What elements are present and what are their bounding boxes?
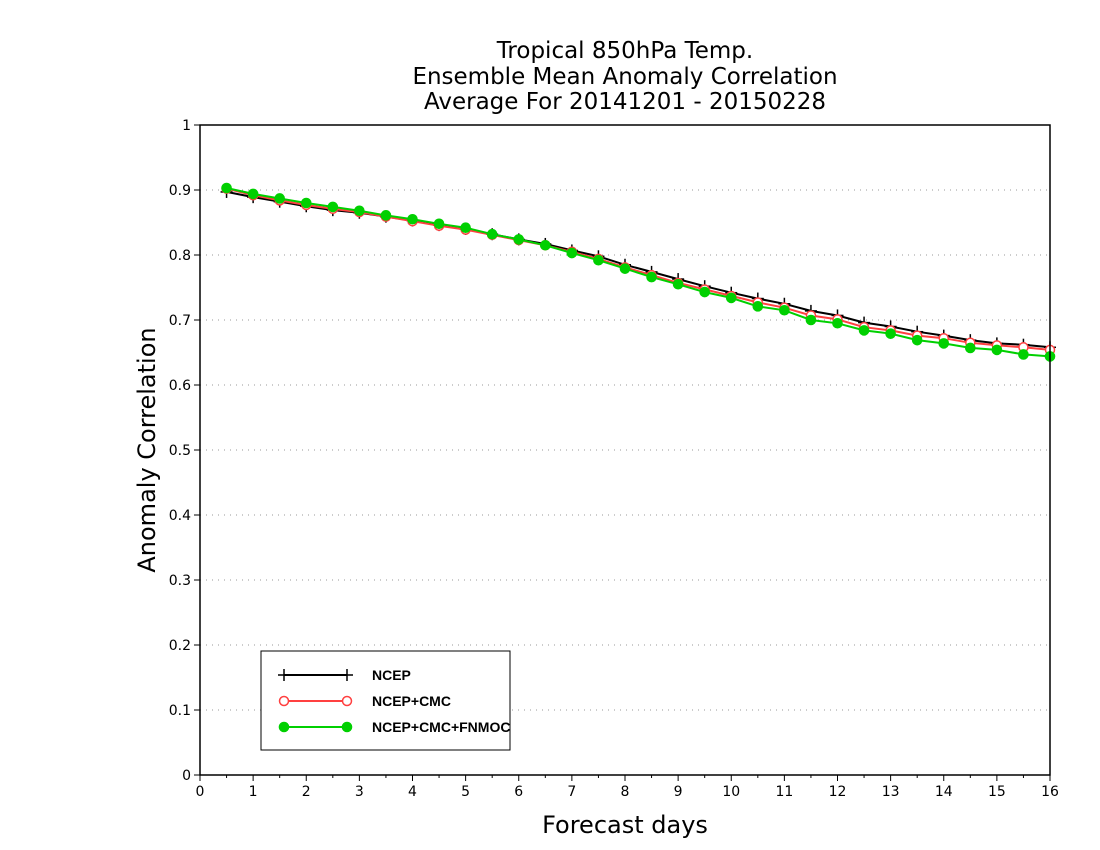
data-point <box>327 201 339 213</box>
data-point <box>1018 349 1029 360</box>
legend-marker-end <box>341 695 353 707</box>
x-tick-label: 12 <box>829 784 847 800</box>
y-tick-label: 0.6 <box>169 378 191 394</box>
y-tick-label: 0.3 <box>169 573 191 589</box>
chart-title-line-2: Ensemble Mean Anomaly Correlation <box>412 64 837 90</box>
data-point <box>779 304 790 316</box>
y-tick-label: 0.7 <box>169 313 191 329</box>
data-point <box>513 234 525 245</box>
data-point <box>460 222 471 233</box>
data-point <box>300 197 312 209</box>
data-point <box>752 301 764 312</box>
x-tick-label: 4 <box>408 784 417 800</box>
data-point <box>725 292 737 304</box>
x-tick-label: 10 <box>722 784 740 800</box>
data-point <box>938 338 950 349</box>
y-tick-label: 0.2 <box>169 638 191 654</box>
legend-marker-start <box>278 721 290 733</box>
x-tick-label: 3 <box>355 784 364 800</box>
data-point <box>805 314 817 326</box>
y-tick-label: 0.1 <box>169 703 191 719</box>
data-point <box>672 278 684 290</box>
legend-label: NCEP <box>372 667 411 683</box>
data-point <box>858 325 870 336</box>
legend-marker-start <box>278 669 290 681</box>
x-tick-label: 0 <box>196 784 205 800</box>
x-tick-label: 9 <box>674 784 683 800</box>
x-tick-label: 14 <box>935 784 953 800</box>
axes: 00.10.20.30.40.50.60.70.80.910 1 2 3 4 5 6 7 8 9 1… <box>169 118 1059 800</box>
x-tick-label: 11 <box>775 784 793 800</box>
legend-marker-end <box>341 669 353 681</box>
series-line <box>226 187 1051 358</box>
x-tick-label: 7 <box>567 784 576 800</box>
legend-entry: NCEP+CMC <box>278 693 451 709</box>
chart-title-line-1: Tropical 850hPa Temp. <box>496 38 753 64</box>
data-point <box>991 344 1003 356</box>
y-tick-label: 0.9 <box>169 183 191 199</box>
legend-entry: NCEP+CMC+FNMOC <box>278 719 510 735</box>
data-point <box>965 342 976 354</box>
legend-label: NCEP+CMC <box>372 693 451 709</box>
x-tick-label: 2 <box>302 784 311 800</box>
legend-marker-end <box>341 721 353 733</box>
chart-title-line-3: Average For 20141201 - 20150228 <box>424 89 826 115</box>
data-point <box>407 213 418 225</box>
x-tick-label: 15 <box>988 784 1006 800</box>
x-tick-label: 13 <box>882 784 900 800</box>
data-point <box>247 188 259 200</box>
data-point <box>354 205 365 217</box>
x-axis-label: Forecast days <box>542 811 708 839</box>
y-axis-label: Anomaly Correlation <box>133 327 161 572</box>
y-tick-label: 0.8 <box>169 248 191 264</box>
data-point <box>832 317 843 329</box>
y-tick-label: 0.5 <box>169 443 191 459</box>
legend-entry: NCEP <box>278 667 411 683</box>
y-tick-label: 0.4 <box>169 508 191 524</box>
legend: NCEP NCEP+CMC NCEP+CMC+FNMOC <box>260 650 511 751</box>
data-point <box>274 193 285 204</box>
legend-marker-start <box>278 695 290 707</box>
series-2 <box>221 182 1056 362</box>
x-tick-label: 6 <box>514 784 523 800</box>
data-point <box>566 247 578 259</box>
data-point <box>540 239 551 251</box>
grid-lines <box>200 189 1050 711</box>
data-point <box>380 210 392 221</box>
data-point <box>699 286 710 298</box>
data-point <box>619 263 631 274</box>
data-point <box>646 271 657 283</box>
data-point <box>221 182 232 194</box>
series-line <box>226 190 1051 349</box>
series-group <box>220 182 1056 362</box>
data-point <box>486 228 498 240</box>
x-tick-label: 5 <box>461 784 470 800</box>
legend-label: NCEP+CMC+FNMOC <box>372 719 510 735</box>
data-point <box>433 218 445 230</box>
data-point <box>885 328 896 339</box>
y-tick-label: 0 <box>182 768 191 784</box>
plot-frame <box>199 124 1051 776</box>
x-tick-label: 16 <box>1041 784 1059 800</box>
x-tick-label: 8 <box>621 784 630 800</box>
x-tick-label: 1 <box>249 784 258 800</box>
y-tick-label: 1 <box>182 118 191 134</box>
data-point <box>593 254 604 266</box>
data-point <box>911 334 923 346</box>
